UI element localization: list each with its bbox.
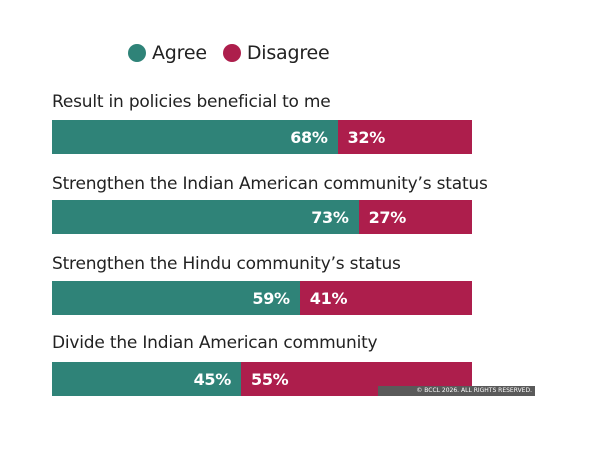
category-label: Divide the Indian American community (52, 333, 378, 353)
legend-swatch-agree (128, 44, 146, 62)
data-label-disagree: 27% (368, 207, 407, 227)
data-label-agree: 59% (252, 288, 290, 308)
bar-segment-disagree: 41% (299, 281, 472, 315)
data-label-agree: 45% (193, 369, 232, 389)
data-label-disagree: 41% (309, 288, 348, 308)
legend-item-agree: Agree (128, 42, 207, 64)
category-label: Strengthen the Hindu community’s status (52, 254, 401, 274)
category-label: Result in policies beneficial to me (52, 92, 331, 112)
bar-row: 73% 27% (52, 200, 472, 234)
data-label-agree: 73% (311, 207, 349, 227)
legend-swatch-disagree (222, 44, 241, 62)
bar-row: 45% 55% (52, 362, 472, 396)
bar-row: 59% 41% (52, 281, 472, 315)
bar-segment-agree: 68% (52, 120, 338, 154)
bar-row: 68% 32% (52, 120, 472, 154)
legend-label-agree: Agree (152, 42, 207, 64)
bar-segment-agree: 59% (52, 281, 300, 315)
bar-segment-agree: 73% (52, 200, 359, 234)
bar-segment-disagree: 55% (241, 362, 472, 396)
data-label-disagree: 32% (347, 127, 386, 147)
bar-segment-disagree: 32% (337, 120, 472, 154)
category-label: Strengthen the Indian American community… (52, 174, 488, 194)
copyright-credit: © BCCL 2026. ALL RIGHTS RESERVED. (378, 386, 535, 396)
data-label-agree: 68% (290, 127, 328, 147)
data-label-disagree: 55% (251, 369, 289, 389)
bar-segment-agree: 45% (52, 362, 241, 396)
chart-legend: Agree Disagree (128, 40, 346, 66)
legend-label-disagree: Disagree (246, 42, 330, 64)
bar-segment-disagree: 27% (358, 200, 472, 234)
legend-item-disagree: Disagree (222, 42, 330, 64)
